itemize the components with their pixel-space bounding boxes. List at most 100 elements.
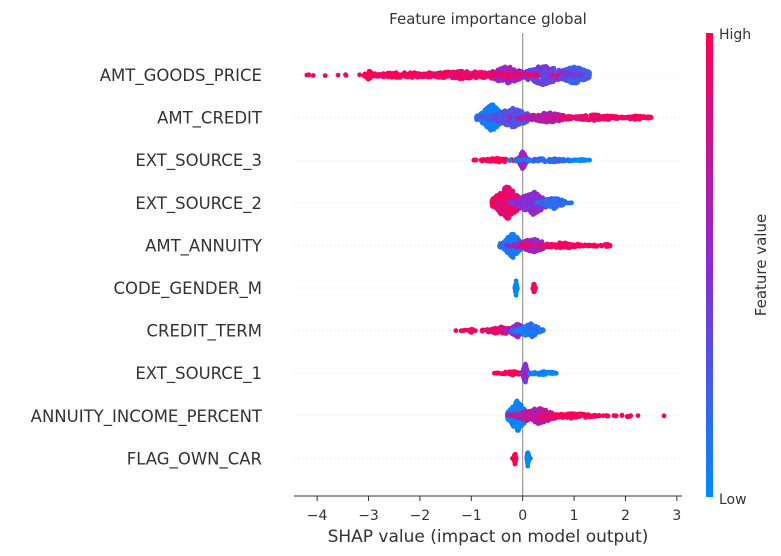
shap-point — [532, 79, 538, 85]
shap-point — [419, 73, 424, 79]
shap-point — [606, 243, 612, 249]
shap-point — [563, 243, 569, 249]
shap-point — [491, 197, 497, 203]
shap-point — [511, 78, 517, 84]
shap-point — [567, 79, 573, 85]
shap-point — [512, 285, 518, 291]
shap-point — [496, 198, 502, 204]
shap-point — [588, 243, 594, 249]
shap-point — [462, 327, 468, 333]
shap-point — [402, 73, 408, 79]
shap-point — [541, 202, 547, 207]
shap-point — [439, 72, 445, 78]
shap-point — [411, 71, 416, 76]
shap-points — [304, 64, 667, 469]
shap-point — [504, 78, 510, 84]
shap-point — [479, 328, 485, 334]
shap-point — [583, 157, 589, 163]
shap-point — [474, 116, 480, 122]
shap-point — [536, 199, 541, 205]
shap-point — [568, 116, 574, 121]
shap-point — [496, 208, 501, 213]
shap-point — [596, 117, 602, 122]
shap-point — [543, 372, 548, 377]
shap-point — [542, 117, 548, 123]
shap-point — [546, 417, 551, 423]
shap-point — [375, 73, 380, 79]
shap-point — [513, 371, 519, 377]
shap-point — [526, 412, 532, 418]
shap-point — [510, 189, 516, 195]
shap-point — [490, 202, 496, 208]
shap-point — [480, 75, 486, 81]
shap-point — [426, 73, 431, 78]
shap-point — [538, 243, 544, 249]
feature-rows — [294, 74, 682, 459]
shap-point — [523, 116, 529, 121]
shap-point — [564, 67, 569, 72]
shap-point — [497, 325, 503, 331]
shap-point — [523, 332, 528, 338]
shap-point — [525, 158, 530, 164]
shap-point — [585, 76, 590, 81]
shap-point — [509, 413, 515, 419]
feature-points — [512, 278, 538, 298]
shap-point — [485, 157, 491, 162]
shap-point — [520, 150, 526, 155]
shap-point — [569, 158, 575, 163]
shap-point — [450, 72, 456, 78]
shap-point — [515, 242, 520, 247]
shap-point — [629, 115, 635, 120]
shap-point — [586, 117, 591, 123]
shap-point — [506, 190, 511, 196]
shap-point — [533, 324, 539, 330]
shap-point — [490, 73, 496, 78]
shap-point — [482, 114, 487, 119]
shap-point — [507, 64, 513, 70]
shap-point — [506, 206, 511, 211]
shap-point — [493, 156, 499, 162]
shap-point — [502, 190, 508, 196]
shap-point — [543, 111, 549, 117]
shap-point — [507, 115, 513, 121]
shap-point — [527, 199, 533, 205]
shap-point — [500, 115, 505, 121]
shap-point — [575, 157, 581, 163]
shap-point — [572, 243, 578, 249]
shap-point — [486, 328, 491, 333]
shap-point — [505, 370, 511, 375]
shap-point — [514, 115, 520, 121]
shap-point — [539, 328, 545, 334]
shap-point — [637, 116, 642, 122]
shap-point — [543, 243, 549, 249]
shap-point — [390, 71, 396, 76]
shap-point — [322, 73, 328, 78]
shap-point — [501, 209, 507, 215]
shap-point — [624, 115, 630, 120]
shap-point — [306, 72, 312, 78]
shap-point — [536, 158, 541, 164]
shap-point — [537, 194, 542, 200]
shap-point — [466, 71, 472, 77]
shap-point — [599, 243, 605, 249]
shap-point — [335, 72, 341, 78]
shap-point — [646, 115, 652, 120]
shap-point — [357, 72, 362, 78]
shap-point — [504, 122, 510, 128]
shap-point — [515, 428, 521, 433]
shap-point — [530, 371, 536, 377]
shap-point — [507, 157, 513, 163]
shap-point — [516, 402, 522, 408]
shap-point — [570, 66, 576, 72]
shap-point — [494, 112, 499, 118]
shap-point — [550, 65, 556, 71]
shap-point — [560, 74, 566, 80]
shap-point — [478, 157, 484, 163]
shap-point — [553, 243, 558, 249]
chart-title: Feature importance global — [389, 10, 587, 28]
feature-points — [489, 184, 574, 221]
shap-point — [557, 158, 562, 164]
shap-point — [551, 206, 557, 212]
shap-point — [519, 115, 524, 120]
